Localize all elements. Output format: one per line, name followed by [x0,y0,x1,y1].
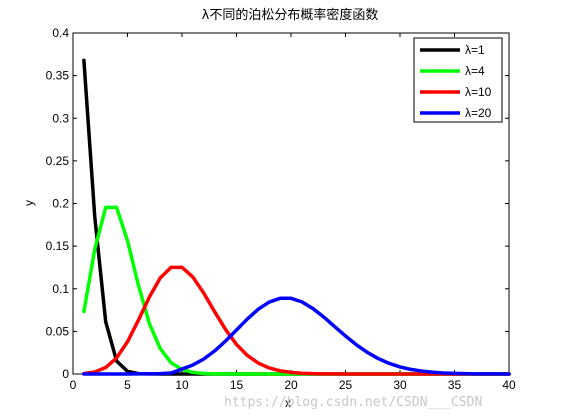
series-line-4 [82,296,511,376]
y-tick-label: 0.25 [46,154,70,168]
y-tick-label: 0.4 [52,26,69,40]
y-tick-label: 0.35 [46,69,70,83]
y-axis-label: y [22,200,36,206]
y-tick-label: 0.3 [52,111,69,125]
x-tick-label: 35 [448,378,462,392]
legend-label: λ=10 [465,85,492,99]
legend-box [413,37,503,123]
x-tick-label: 5 [124,378,131,392]
x-tick-label: 0 [70,378,77,392]
series-group [82,58,511,376]
x-tick-label: 10 [175,378,189,392]
y-tick-label: 0.2 [52,197,69,211]
y-tick-label: 0.05 [46,324,70,338]
legend-label: λ=20 [465,106,492,120]
legend-items: λ=1 λ=4 λ=10 λ=20 [420,43,492,120]
x-tick-label: 25 [339,378,353,392]
x-tick-label: 15 [230,378,244,392]
x-tick-label: 30 [393,378,407,392]
chart-title: λ不同的泊松分布概率密度函数 [202,7,379,23]
y-tick-label: 0.1 [52,282,69,296]
axis-ticks: 0 5 10 15 20 25 30 35 40 0 0.05 0.1 0.15 0.2 0.25 0.3 0.… [46,26,516,392]
x-axis-label: x [285,396,291,410]
legend-label: λ=4 [465,64,485,78]
legend: λ=1 λ=4 λ=10 λ=20 [413,37,503,123]
x-tick-label: 40 [502,378,516,392]
watermark-text: https://blog.csdn.net/CSDN___CSDN [224,395,482,410]
y-tick-label: 0.15 [46,239,70,253]
x-tick-label: 20 [284,378,298,392]
y-tick-label: 0 [62,367,69,381]
legend-label: λ=1 [465,43,485,57]
